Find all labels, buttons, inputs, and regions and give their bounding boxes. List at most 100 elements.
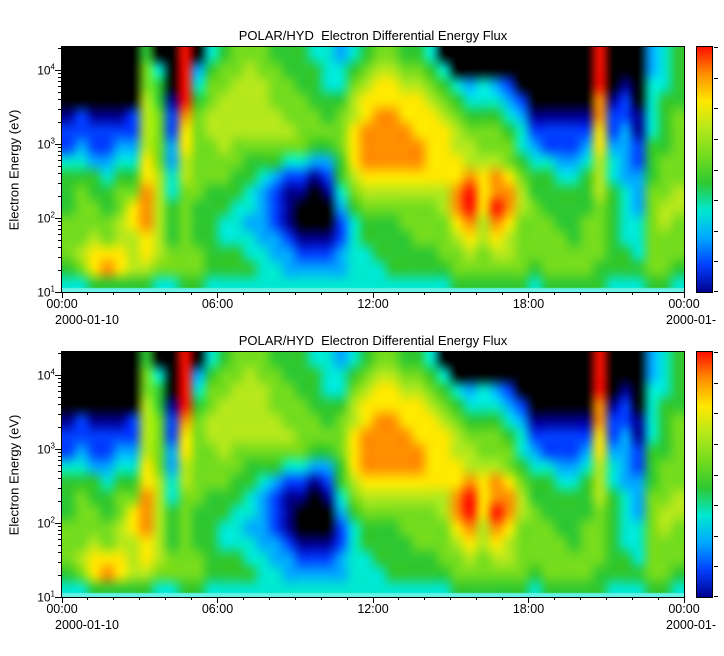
y-axis-tick — [58, 413, 61, 415]
y-axis-tick — [58, 386, 61, 388]
y-axis-tick — [55, 292, 61, 293]
panel2-colorbar-gradient — [697, 352, 712, 597]
y-axis-tick — [58, 86, 61, 88]
x-axis-tick — [424, 292, 426, 295]
panel1-y-tick-label-1e4: 104 — [25, 63, 55, 78]
y-axis-tick — [58, 47, 61, 49]
x-axis-tick — [372, 292, 374, 298]
y-axis-tick — [58, 99, 61, 101]
x-axis-tick — [553, 597, 555, 600]
x-axis-tick — [139, 597, 141, 600]
x-axis-tick — [502, 597, 504, 600]
x-axis-tick — [320, 597, 322, 600]
y-axis-tick — [58, 269, 61, 271]
panel2-x-tick-label-1800: 18:00 — [512, 602, 545, 616]
x-axis-tick — [217, 292, 218, 298]
y-axis-tick — [58, 534, 61, 536]
y-axis-tick — [58, 77, 61, 79]
colorbar-tick — [714, 47, 718, 48]
x-axis-tick — [61, 597, 63, 603]
colorbar-tick — [714, 352, 718, 353]
panel2-y-axis-label: Electron Energy (eV) — [6, 414, 22, 536]
x-axis-tick — [61, 292, 63, 298]
panel1-y-axis-ticks — [55, 47, 61, 293]
y-tick-exponent: 2 — [50, 210, 55, 220]
colorbar-tick — [714, 138, 718, 140]
panel2-y-tick-label-1e4: 104 — [25, 368, 55, 383]
x-axis-tick — [631, 292, 633, 295]
y-tick-base: 10 — [37, 442, 51, 457]
x-axis-tick — [268, 292, 270, 295]
y-tick-base: 10 — [37, 516, 51, 531]
x-axis-tick — [268, 597, 270, 600]
y-tick-exponent: 4 — [50, 367, 55, 377]
x-axis-tick — [450, 597, 452, 600]
panel2-y-tick-label-1e1: 101 — [25, 590, 55, 605]
panel1-spectrogram-plot-area — [61, 46, 685, 293]
x-axis-tick — [528, 292, 529, 298]
x-axis-tick — [139, 292, 141, 295]
x-axis-tick — [424, 597, 426, 600]
x-axis-tick — [294, 597, 296, 600]
panel2-x-axis-date-left: 2000-01-10 — [55, 618, 119, 632]
x-axis-tick — [372, 597, 374, 603]
panel1-y-tick-label-1e3: 103 — [25, 137, 55, 152]
x-axis-tick — [191, 597, 193, 600]
x-axis-tick — [113, 292, 115, 295]
colorbar-tick — [714, 566, 718, 568]
y-axis-tick — [58, 500, 61, 502]
x-axis-tick — [502, 292, 504, 295]
panel1-plot-title: POLAR/HYD Electron Differential Energy F… — [238, 28, 508, 43]
x-axis-tick — [683, 292, 685, 298]
y-axis-tick — [55, 522, 61, 524]
panel1-x-axis-date-left: 2000-01-10 — [55, 313, 119, 327]
y-axis-tick — [58, 574, 61, 576]
panel1-y-tick-label-1e1: 101 — [25, 285, 55, 300]
y-axis-tick — [55, 143, 61, 145]
y-axis-tick — [58, 108, 61, 110]
colorbar-tick — [714, 535, 718, 537]
y-axis-tick — [58, 378, 61, 380]
y-axis-tick — [58, 81, 61, 83]
colorbar-tick — [714, 169, 718, 171]
y-tick-exponent: 1 — [50, 589, 55, 599]
x-axis-tick — [605, 597, 607, 600]
panel2-spectrogram-plot-area — [61, 351, 685, 598]
x-axis-tick — [87, 597, 89, 600]
y-tick-exponent: 4 — [50, 62, 55, 72]
panel2-x-axis-date-right: 2000-01- — [666, 618, 717, 632]
x-axis-tick — [242, 292, 244, 295]
colorbar-tick — [714, 596, 718, 597]
panel1-colorbar-gradient — [697, 47, 712, 292]
x-axis-tick — [87, 292, 89, 295]
y-axis-tick — [58, 121, 61, 123]
y-axis-tick — [58, 229, 61, 231]
y-axis-tick — [58, 73, 61, 75]
panel1-x-tick-label-1800: 18:00 — [512, 297, 545, 311]
y-tick-base: 10 — [37, 285, 51, 300]
y-axis-tick — [58, 155, 61, 157]
y-axis-tick — [58, 352, 61, 354]
panel2-x-tick-label-0000a: 00:00 — [46, 602, 78, 616]
y-axis-tick — [58, 471, 61, 473]
y-axis-tick — [58, 552, 61, 554]
colorbar-tick — [714, 261, 718, 263]
y-axis-tick — [58, 404, 61, 406]
x-axis-tick — [242, 597, 244, 600]
panel1-y-axis-label: Electron Energy (eV) — [6, 109, 22, 231]
x-axis-tick — [476, 292, 478, 295]
y-axis-tick — [58, 460, 61, 462]
x-axis-tick — [476, 597, 478, 600]
x-axis-tick — [346, 597, 348, 600]
panel2-y-axis-ticks — [55, 352, 61, 598]
x-axis-tick — [113, 597, 115, 600]
colorbar-tick — [714, 200, 718, 202]
colorbar-tick — [714, 230, 718, 232]
x-axis-tick — [579, 292, 581, 295]
x-axis-tick — [217, 597, 218, 603]
y-axis-tick — [58, 151, 61, 153]
y-axis-tick — [58, 561, 61, 563]
panel1-x-axis-date-right: 2000-01- — [666, 313, 717, 327]
y-axis-tick — [58, 225, 61, 227]
x-axis-tick — [605, 292, 607, 295]
